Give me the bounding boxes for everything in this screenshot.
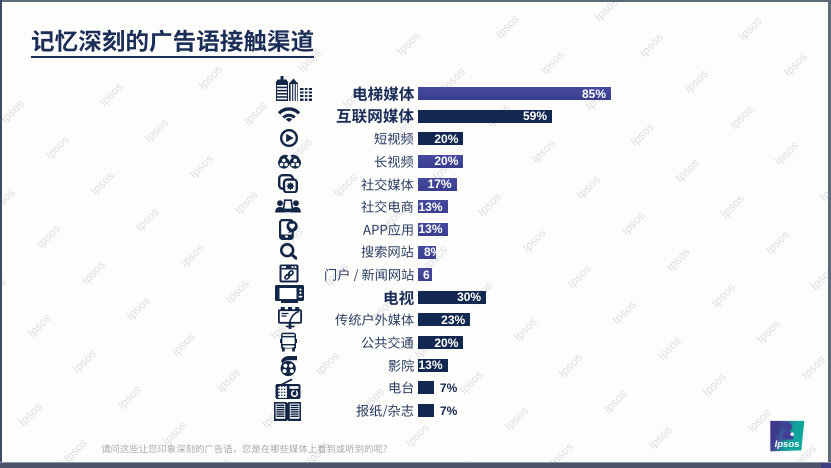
- svg-text:Ipsos: Ipsos: [674, 157, 702, 185]
- svg-text:Ipsos: Ipsos: [638, 32, 666, 60]
- svg-text:Ipsos: Ipsos: [0, 187, 18, 215]
- svg-text:Ipsos: Ipsos: [737, 15, 765, 43]
- svg-text:Ipsos: Ipsos: [719, 193, 747, 221]
- svg-text:Ipsos: Ipsos: [647, 424, 675, 452]
- svg-text:Ipsos: Ipsos: [620, 210, 648, 238]
- svg-text:Ipsos: Ipsos: [188, 153, 216, 181]
- svg-text:Ipsos: Ipsos: [395, 30, 423, 58]
- svg-text:Ipsos: Ipsos: [125, 295, 153, 323]
- svg-text:Ipsos: Ipsos: [80, 259, 108, 287]
- svg-text:Ipsos: Ipsos: [116, 384, 144, 412]
- svg-text:Ipsos: Ipsos: [44, 134, 72, 162]
- svg-text:Ipsos: Ipsos: [665, 246, 693, 274]
- svg-text:Ipsos: Ipsos: [458, 369, 486, 397]
- svg-text:Ipsos: Ipsos: [215, 367, 243, 395]
- svg-text:Ipsos: Ipsos: [782, 51, 810, 79]
- svg-text:Ipsos: Ipsos: [557, 352, 585, 380]
- svg-text:Ipsos: Ipsos: [575, 174, 603, 202]
- svg-text:Ipsos: Ipsos: [494, 13, 522, 41]
- svg-text:Ipsos: Ipsos: [503, 405, 531, 433]
- svg-text:Ipsos: Ipsos: [539, 49, 567, 77]
- svg-text:Ipsos: Ipsos: [566, 263, 594, 291]
- svg-text:Ipsos: Ipsos: [71, 348, 99, 376]
- svg-text:Ipsos: Ipsos: [629, 121, 657, 149]
- svg-text:Ipsos: Ipsos: [62, 437, 90, 465]
- svg-text:Ipsos: Ipsos: [179, 242, 207, 270]
- svg-text:Ipsos: Ipsos: [26, 312, 54, 340]
- svg-text:Ipsos: Ipsos: [134, 206, 162, 234]
- svg-text:Ipsos: Ipsos: [98, 81, 126, 109]
- svg-text:Ipsos: Ipsos: [701, 371, 729, 399]
- svg-text:Ipsos: Ipsos: [602, 388, 630, 416]
- svg-text:Ipsos: Ipsos: [332, 172, 360, 200]
- svg-text:Ipsos: Ipsos: [404, 422, 432, 450]
- svg-text:Ipsos: Ipsos: [656, 335, 684, 363]
- svg-text:Ipsos: Ipsos: [593, 0, 621, 24]
- svg-text:Ipsos: Ipsos: [35, 223, 63, 251]
- svg-text:Ipsos: Ipsos: [755, 318, 783, 346]
- svg-text:Ipsos: Ipsos: [728, 104, 756, 132]
- svg-text:Ipsos: Ipsos: [197, 64, 225, 92]
- svg-text:Ipsos: Ipsos: [773, 140, 801, 168]
- svg-text:Ipsos: Ipsos: [710, 282, 738, 310]
- svg-text:Ipsos: Ipsos: [476, 191, 504, 219]
- svg-text:Ipsos: Ipsos: [224, 278, 252, 306]
- svg-text:Ipsos: Ipsos: [764, 229, 792, 257]
- svg-text:Ipsos: Ipsos: [242, 100, 270, 128]
- svg-text:Ipsos: Ipsos: [143, 117, 171, 145]
- svg-text:Ipsos: Ipsos: [775, 439, 800, 450]
- svg-text:Ipsos: Ipsos: [233, 189, 261, 217]
- svg-text:Ipsos: Ipsos: [512, 316, 540, 344]
- svg-text:Ipsos: Ipsos: [0, 98, 27, 126]
- svg-text:Ipsos: Ipsos: [683, 68, 711, 96]
- svg-text:Ipsos: Ipsos: [521, 227, 549, 255]
- svg-text:Ipsos: Ipsos: [314, 350, 342, 378]
- svg-text:Ipsos: Ipsos: [170, 331, 198, 359]
- svg-text:Ipsos: Ipsos: [611, 299, 639, 327]
- svg-text:Ipsos: Ipsos: [17, 401, 45, 429]
- svg-text:Ipsos: Ipsos: [530, 138, 558, 166]
- svg-text:Ipsos: Ipsos: [800, 354, 828, 382]
- svg-text:Ipsos: Ipsos: [89, 170, 117, 198]
